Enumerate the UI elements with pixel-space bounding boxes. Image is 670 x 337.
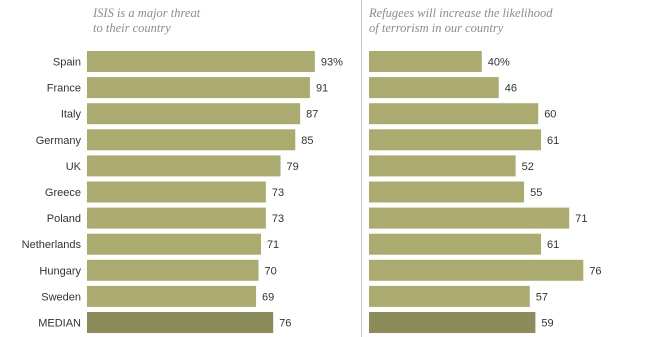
category-label-spain: Spain	[53, 57, 81, 69]
left-panel-subtitle: ISIS is a major threat to their country	[93, 6, 201, 35]
value-label-refugees-terrorism-hungary: 76	[589, 265, 601, 277]
category-label-germany: Germany	[36, 135, 82, 147]
category-label-median: MEDIAN	[38, 318, 81, 330]
panel-divider	[361, 0, 362, 337]
bar-refugees-terrorism-germany	[369, 129, 542, 151]
bar-refugees-terrorism-median	[369, 312, 536, 333]
bar-refugees-terrorism-hungary	[369, 259, 584, 281]
category-label-netherlands: Netherlands	[22, 239, 82, 251]
bar-isis-threat-median	[87, 312, 274, 333]
category-label-hungary: Hungary	[39, 265, 81, 277]
bar-isis-threat-spain	[87, 51, 315, 72]
value-label-refugees-terrorism-france: 46	[505, 83, 517, 95]
value-label-refugees-terrorism-netherlands: 61	[547, 239, 559, 251]
category-label-uk: UK	[66, 161, 82, 173]
bar-isis-threat-uk	[87, 155, 281, 177]
value-label-isis-threat-sweden: 69	[262, 291, 274, 303]
bar-refugees-terrorism-sweden	[369, 285, 530, 307]
value-label-isis-threat-poland: 73	[272, 213, 284, 225]
bar-refugees-terrorism-italy	[369, 103, 539, 125]
value-label-isis-threat-france: 91	[316, 83, 328, 95]
bar-refugees-terrorism-uk	[369, 155, 516, 177]
category-label-italy: Italy	[61, 109, 82, 121]
value-label-isis-threat-netherlands: 71	[267, 239, 279, 251]
category-label-sweden: Sweden	[41, 291, 81, 303]
value-label-refugees-terrorism-uk: 52	[522, 161, 534, 173]
value-label-refugees-terrorism-sweden: 57	[536, 291, 548, 303]
value-label-isis-threat-germany: 85	[301, 135, 313, 147]
bar-isis-threat-hungary	[87, 259, 259, 281]
bar-isis-threat-sweden	[87, 285, 257, 307]
bar-isis-threat-france	[87, 77, 310, 99]
bar-isis-threat-poland	[87, 207, 266, 229]
value-label-isis-threat-hungary: 70	[265, 265, 277, 277]
bar-refugees-terrorism-poland	[369, 207, 570, 229]
value-label-isis-threat-median: 76	[279, 318, 291, 330]
value-label-refugees-terrorism-greece: 55	[530, 187, 542, 199]
value-label-refugees-terrorism-median: 59	[541, 318, 553, 330]
bar-refugees-terrorism-greece	[369, 181, 525, 203]
bar-refugees-terrorism-france	[369, 77, 499, 99]
value-label-refugees-terrorism-poland: 71	[575, 213, 587, 225]
bar-refugees-terrorism-netherlands	[369, 233, 542, 255]
bar-refugees-terrorism-spain	[369, 51, 482, 72]
value-label-refugees-terrorism-spain: 40%	[488, 57, 510, 69]
category-label-greece: Greece	[45, 187, 81, 199]
value-label-isis-threat-uk: 79	[287, 161, 299, 173]
category-label-poland: Poland	[47, 213, 81, 225]
bar-isis-threat-netherlands	[87, 233, 261, 255]
bar-isis-threat-italy	[87, 103, 301, 125]
value-label-isis-threat-greece: 73	[272, 187, 284, 199]
category-label-france: France	[47, 83, 81, 95]
value-label-isis-threat-italy: 87	[306, 109, 318, 121]
value-label-isis-threat-spain: 93%	[321, 57, 343, 69]
value-label-refugees-terrorism-germany: 61	[547, 135, 559, 147]
bar-isis-threat-greece	[87, 181, 266, 203]
value-label-refugees-terrorism-italy: 60	[544, 109, 556, 121]
right-panel-subtitle: Refugees will increase the likelihood of…	[369, 6, 553, 35]
bar-isis-threat-germany	[87, 129, 296, 151]
